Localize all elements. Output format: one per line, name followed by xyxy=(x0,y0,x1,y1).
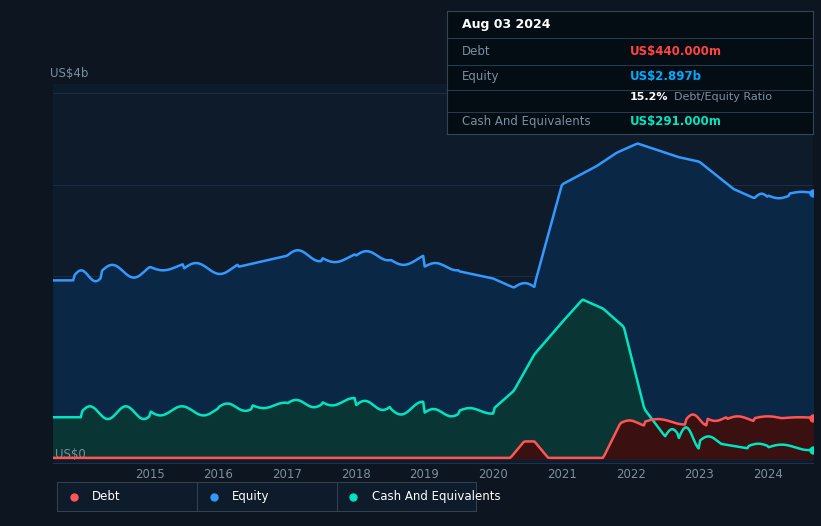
Text: Debt/Equity Ratio: Debt/Equity Ratio xyxy=(674,92,772,102)
Text: Equity: Equity xyxy=(462,69,499,83)
Text: Debt: Debt xyxy=(462,45,491,58)
Text: US$4b: US$4b xyxy=(49,67,88,80)
Text: US$2.897b: US$2.897b xyxy=(631,69,702,83)
Text: US$440.000m: US$440.000m xyxy=(631,45,722,58)
Text: US$0: US$0 xyxy=(55,448,85,461)
Text: Cash And Equivalents: Cash And Equivalents xyxy=(462,115,590,128)
Text: 15.2%: 15.2% xyxy=(631,92,668,102)
Text: Equity: Equity xyxy=(232,490,269,503)
Text: Cash And Equivalents: Cash And Equivalents xyxy=(372,490,500,503)
Text: Aug 03 2024: Aug 03 2024 xyxy=(462,17,551,31)
Text: Debt: Debt xyxy=(92,490,121,503)
Text: US$291.000m: US$291.000m xyxy=(631,115,722,128)
